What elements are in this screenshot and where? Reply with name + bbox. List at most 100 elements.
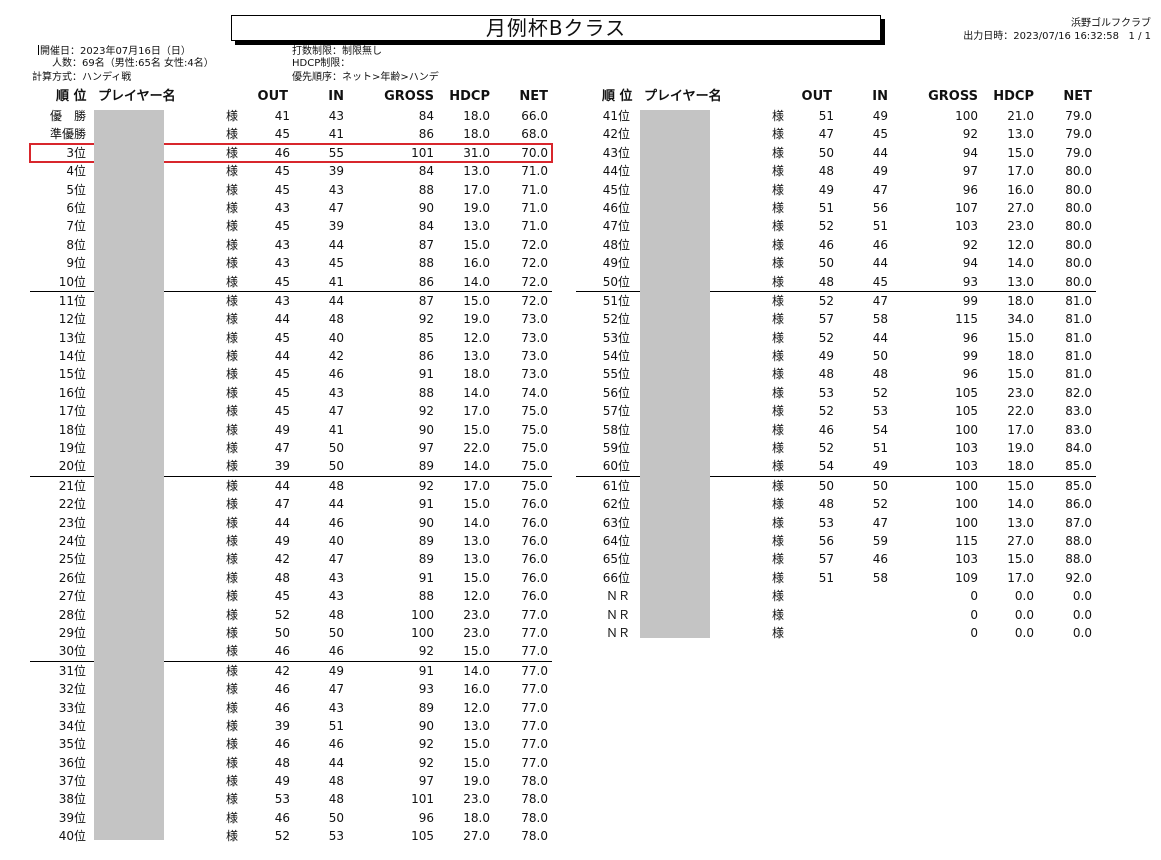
gross-cell: 100: [955, 422, 978, 437]
hdcp-cell: 27.0: [1007, 533, 1034, 548]
col-out: OUT: [257, 89, 288, 104]
table-row: 45位 様 49 47 96 16.0 80.0: [576, 181, 1096, 199]
honorific-cell: 様: [226, 663, 239, 678]
meta-count: 人数：69名（男性:65名 女性:4名）: [52, 58, 214, 69]
table-row: 9位 様 43 45 88 16.0 72.0: [30, 254, 552, 272]
out-cell: 45: [274, 367, 290, 382]
hdcp-cell: 13.0: [463, 349, 490, 364]
table-row: 62位 様 48 52 100 14.0 86.0: [576, 495, 1096, 513]
page-number: 1 / 1: [1128, 31, 1151, 42]
out-cell: 48: [818, 274, 834, 289]
col-hdcp: HDCP: [993, 89, 1034, 104]
net-cell: 80.0: [1065, 200, 1092, 215]
table-row: 15位 様 45 46 91 18.0 73.0: [30, 365, 552, 383]
gross-cell: 90: [418, 200, 434, 215]
net-cell: 66.0: [521, 109, 548, 123]
honorific-cell: 様: [226, 385, 239, 400]
gross-cell: 109: [955, 570, 978, 585]
rank-cell: 39位: [58, 810, 86, 825]
gross-cell: 94: [962, 256, 978, 271]
gross-cell: 93: [962, 274, 978, 289]
net-cell: 77.0: [521, 700, 548, 715]
in-cell: 41: [328, 274, 344, 289]
net-cell: 87.0: [1065, 515, 1092, 530]
gross-cell: 101: [411, 145, 434, 160]
table-row: ＮＲ 様 0 0.0 0.0: [576, 606, 1096, 624]
net-cell: 84.0: [1065, 441, 1092, 456]
hdcp-cell: 14.0: [463, 385, 490, 400]
gross-cell: 100: [955, 478, 978, 493]
in-cell: 51: [328, 718, 344, 733]
rank-cell: 14位: [58, 349, 86, 364]
rank-cell: ＮＲ: [605, 625, 630, 640]
net-cell: 72.0: [521, 293, 548, 308]
gross-cell: 97: [418, 441, 434, 456]
gross-cell: 103: [955, 552, 978, 567]
rank-cell: 32位: [58, 682, 86, 697]
gross-cell: 0: [970, 589, 978, 604]
out-cell: 54: [818, 459, 834, 474]
in-cell: 44: [328, 755, 344, 770]
in-cell: 47: [328, 200, 344, 215]
net-cell: 76.0: [521, 533, 548, 548]
table-row: 18位 様 49 41 90 15.0 75.0: [30, 421, 552, 439]
rank-cell: 25位: [58, 552, 86, 567]
in-cell: 56: [872, 200, 888, 215]
hdcp-cell: 16.0: [463, 256, 490, 271]
out-cell: 49: [274, 533, 290, 548]
table-header: 順 位 プレイヤー名 OUT IN GROSS HDCP NET: [30, 88, 552, 107]
honorific-cell: 様: [226, 274, 239, 289]
table-row: 35位 様 46 46 92 15.0 77.0: [30, 735, 552, 753]
hdcp-cell: 13.0: [463, 533, 490, 548]
hdcp-cell: 34.0: [1007, 312, 1034, 327]
in-cell: 43: [328, 589, 344, 604]
net-cell: 78.0: [521, 774, 548, 789]
out-cell: 46: [274, 644, 290, 659]
col-gross: GROSS: [384, 89, 434, 104]
honorific-cell: 様: [226, 533, 239, 548]
honorific-cell: 様: [226, 570, 239, 585]
in-cell: 43: [328, 182, 344, 197]
out-cell: 45: [274, 274, 290, 289]
hdcp-cell: 18.0: [1007, 349, 1034, 364]
honorific-cell: 様: [226, 459, 239, 474]
net-cell: 78.0: [521, 792, 548, 807]
in-cell: 55: [328, 145, 344, 160]
gross-cell: 92: [962, 127, 978, 142]
in-cell: 52: [872, 385, 888, 400]
table-row: 20位 様 39 50 89 14.0 75.0: [30, 457, 552, 475]
col-rank: 順 位: [56, 89, 87, 104]
out-cell: 50: [274, 625, 290, 640]
out-cell: 51: [818, 200, 834, 215]
hdcp-cell: 15.0: [463, 737, 490, 752]
col-out: OUT: [801, 89, 832, 104]
hdcp-cell: 14.0: [463, 515, 490, 530]
rank-cell: 62位: [602, 497, 630, 512]
hdcp-cell: 18.0: [463, 367, 490, 382]
rank-cell: 58位: [602, 422, 630, 437]
in-cell: 45: [872, 274, 888, 289]
gross-cell: 92: [962, 237, 978, 252]
honorific-cell: 様: [772, 552, 785, 567]
out-cell: 52: [818, 404, 834, 419]
in-cell: 48: [328, 607, 344, 622]
table-row: 5位 様 45 43 88 17.0 71.0: [30, 181, 552, 199]
hdcp-cell: 13.0: [463, 219, 490, 234]
net-cell: 71.0: [521, 182, 548, 197]
honorific-cell: 様: [226, 349, 239, 364]
gross-cell: 90: [418, 718, 434, 733]
gross-cell: 105: [955, 404, 978, 419]
honorific-cell: 様: [226, 478, 239, 493]
rank-cell: 18位: [58, 422, 86, 437]
net-cell: 77.0: [521, 625, 548, 640]
in-cell: 46: [328, 367, 344, 382]
hdcp-cell: 21.0: [1007, 109, 1034, 123]
col-gross: GROSS: [928, 89, 978, 104]
gross-cell: 88: [418, 182, 434, 197]
honorific-cell: 様: [772, 219, 785, 234]
gross-cell: 93: [418, 682, 434, 697]
honorific-cell: 様: [772, 589, 785, 604]
in-cell: 51: [872, 441, 888, 456]
net-cell: 81.0: [1065, 367, 1092, 382]
net-cell: 81.0: [1065, 349, 1092, 364]
